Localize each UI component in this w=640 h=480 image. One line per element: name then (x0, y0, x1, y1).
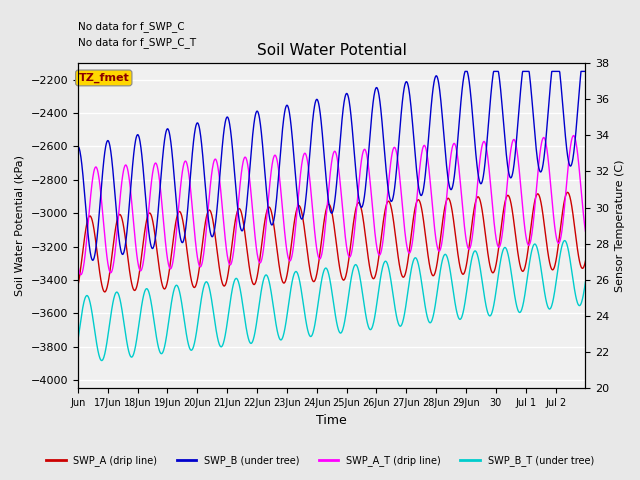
Text: No data for f_SWP_C: No data for f_SWP_C (78, 21, 184, 32)
Title: Soil Water Potential: Soil Water Potential (257, 43, 406, 58)
X-axis label: Time: Time (316, 414, 347, 427)
Text: No data for f_SWP_C_T: No data for f_SWP_C_T (78, 37, 196, 48)
Legend: SWP_A (drip line), SWP_B (under tree), SWP_A_T (drip line), SWP_B_T (under tree): SWP_A (drip line), SWP_B (under tree), S… (42, 452, 598, 470)
Y-axis label: Soil Water Potential (kPa): Soil Water Potential (kPa) (15, 155, 25, 296)
Y-axis label: Sensor Temperature (C): Sensor Temperature (C) (615, 159, 625, 292)
Text: TZ_fmet: TZ_fmet (79, 73, 129, 83)
